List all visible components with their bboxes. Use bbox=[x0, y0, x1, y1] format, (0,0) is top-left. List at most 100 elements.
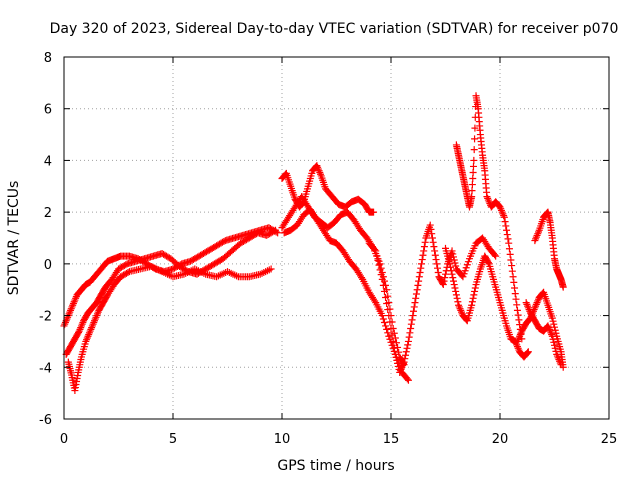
data-point bbox=[456, 305, 464, 313]
data-point bbox=[412, 294, 420, 302]
y-tick-label: 6 bbox=[44, 103, 52, 118]
data-point bbox=[413, 286, 421, 294]
series-satellite-track-B bbox=[62, 226, 279, 358]
data-point bbox=[504, 235, 512, 243]
data-point bbox=[508, 267, 516, 275]
data-point bbox=[428, 230, 436, 238]
x-tick-label: 5 bbox=[169, 432, 177, 447]
data-point bbox=[426, 221, 434, 229]
series-satellite-track-G bbox=[365, 221, 500, 376]
data-point bbox=[421, 238, 429, 246]
data-point bbox=[551, 344, 559, 352]
data-point bbox=[532, 302, 540, 310]
data-point bbox=[427, 225, 435, 233]
data-point bbox=[391, 350, 399, 358]
data-point bbox=[419, 251, 427, 259]
data-point bbox=[414, 281, 422, 289]
data-point bbox=[469, 294, 477, 302]
y-tick-label: -4 bbox=[39, 361, 52, 376]
data-point bbox=[399, 362, 407, 370]
data-point bbox=[552, 347, 560, 355]
data-point bbox=[404, 376, 412, 384]
data-point bbox=[500, 213, 508, 221]
data-point bbox=[514, 336, 522, 344]
data-point bbox=[384, 306, 392, 314]
x-tick-label: 0 bbox=[60, 432, 68, 447]
data-point bbox=[463, 316, 471, 324]
data-point bbox=[497, 206, 505, 214]
data-point bbox=[67, 306, 75, 314]
x-tick-label: 10 bbox=[274, 432, 291, 447]
data-point bbox=[420, 247, 428, 255]
data-point bbox=[498, 208, 506, 216]
data-point bbox=[531, 237, 539, 245]
data-point bbox=[468, 193, 476, 201]
data-point bbox=[548, 331, 556, 339]
data-point bbox=[383, 325, 391, 333]
data-point bbox=[451, 284, 459, 292]
data-point bbox=[374, 256, 382, 264]
data-point bbox=[375, 261, 383, 269]
data-point bbox=[524, 302, 532, 310]
data-point bbox=[460, 270, 468, 278]
data-point bbox=[452, 291, 460, 299]
data-point bbox=[516, 331, 524, 339]
data-point bbox=[64, 313, 72, 321]
data-point bbox=[68, 303, 76, 311]
data-point bbox=[75, 328, 83, 336]
data-point bbox=[402, 348, 410, 356]
data-point bbox=[399, 360, 407, 368]
data-point bbox=[468, 298, 476, 306]
data-point bbox=[372, 247, 380, 255]
data-point bbox=[471, 124, 479, 132]
data-point bbox=[505, 245, 513, 253]
data-point bbox=[373, 252, 381, 260]
plot-frame bbox=[63, 56, 610, 420]
x-axis-label: GPS time / hours bbox=[277, 458, 394, 474]
data-point bbox=[484, 259, 492, 267]
data-point bbox=[61, 318, 69, 326]
series-satellite-track-J bbox=[513, 288, 567, 371]
data-point bbox=[455, 303, 463, 311]
data-point bbox=[470, 156, 478, 164]
data-point bbox=[553, 352, 561, 360]
data-point bbox=[82, 337, 90, 345]
data-point bbox=[525, 306, 533, 314]
data-point bbox=[531, 304, 539, 312]
data-point bbox=[471, 135, 479, 143]
data-point bbox=[512, 295, 520, 303]
data-point bbox=[509, 273, 517, 281]
data-point bbox=[383, 300, 391, 308]
y-tick-label: -2 bbox=[39, 310, 52, 325]
data-point bbox=[83, 334, 91, 342]
data-point bbox=[390, 344, 398, 352]
data-point bbox=[516, 332, 524, 340]
data-point bbox=[503, 226, 511, 234]
data-point bbox=[545, 324, 553, 332]
data-point bbox=[532, 235, 540, 243]
data-point bbox=[418, 260, 426, 268]
data-point bbox=[526, 307, 534, 315]
data-point bbox=[524, 304, 532, 312]
data-point bbox=[429, 238, 437, 246]
data-point bbox=[403, 344, 411, 352]
data-point bbox=[514, 344, 522, 352]
data-point bbox=[382, 293, 390, 301]
data-point bbox=[546, 327, 554, 335]
data-point bbox=[492, 252, 500, 260]
data-point bbox=[267, 265, 275, 273]
data-point bbox=[506, 250, 514, 258]
grid bbox=[64, 57, 609, 419]
series-satellite-track-L bbox=[522, 299, 565, 369]
data-point bbox=[511, 284, 519, 292]
data-point bbox=[77, 322, 85, 330]
data-point bbox=[397, 365, 405, 373]
data-point bbox=[420, 243, 428, 251]
data-point bbox=[87, 325, 95, 333]
series-satellite-track-F bbox=[280, 206, 412, 384]
data-point bbox=[316, 168, 324, 176]
data-point bbox=[314, 163, 322, 171]
data-point bbox=[547, 329, 555, 337]
data-point bbox=[69, 301, 77, 309]
data-point bbox=[532, 233, 540, 241]
